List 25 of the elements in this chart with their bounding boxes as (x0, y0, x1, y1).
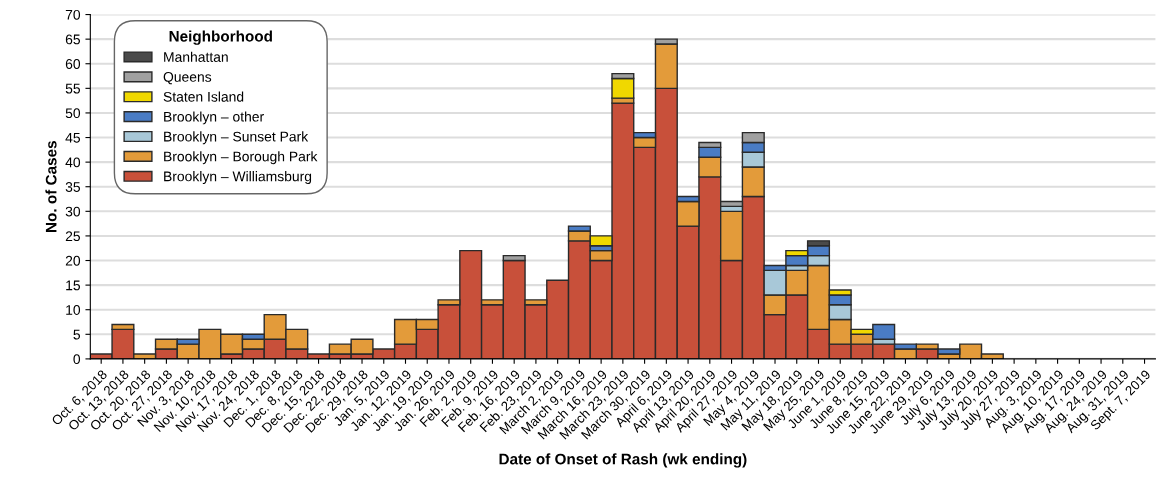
legend-label: Manhattan (164, 51, 228, 62)
y-tick-label: 45 (65, 133, 81, 143)
legend-label: Queens (163, 72, 212, 85)
y-tick-label: 50 (65, 108, 81, 119)
legend-label: Brooklyn – other (164, 111, 264, 125)
y-tick-label: 10 (66, 305, 81, 315)
y-tick-label: 20 (65, 255, 81, 266)
legend-label: Staten Island (163, 91, 244, 102)
legend-label: Brooklyn – Sunset Park (164, 131, 309, 145)
y-tick-label: 60 (65, 59, 81, 69)
legend-label: Brooklyn – Borough Park (164, 151, 318, 165)
y-tick-label: 25 (65, 231, 81, 242)
legend-title: Neighborhood (169, 30, 272, 45)
y-tick-label: 35 (65, 182, 81, 192)
y-tick-label: 70 (65, 9, 81, 20)
y-axis-title: No. of Cases (45, 141, 57, 232)
y-tick-label: 5 (73, 329, 81, 340)
y-tick-label: 40 (65, 157, 81, 168)
y-tick-label: 55 (65, 83, 81, 94)
y-tick-label: 65 (65, 34, 81, 45)
y-tick-label: 0 (73, 354, 81, 365)
x-axis-title: Date of Onset of Rash (wk ending) (499, 453, 747, 468)
y-tick-label: 15 (66, 280, 81, 291)
y-tick-label: 30 (65, 206, 81, 217)
legend-label: Brooklyn – Williamsburg (164, 171, 312, 185)
